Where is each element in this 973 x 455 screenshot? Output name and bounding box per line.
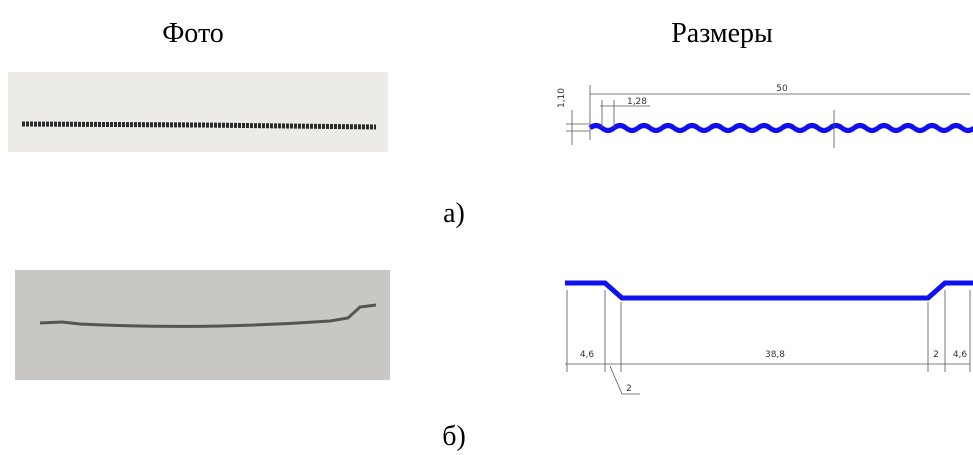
photo-a [8,72,388,152]
dimension: 4,6 [953,350,968,360]
panel-label: б) [442,421,466,452]
fiber-photo-b [39,303,377,328]
panel-label: а) [443,198,465,229]
dimension: 4,6 [580,350,595,360]
fiber-photo-a [21,121,377,130]
dimension: 50 [776,84,788,94]
header-photo: Фото [162,18,224,49]
dimension: 1,10 [557,88,567,108]
header-dimensions: Размеры [671,18,773,49]
dimension: 2 [933,350,939,360]
dimension: 38,8 [765,350,785,360]
drawing-a [566,85,973,148]
dimension: 2 [626,384,632,394]
drawing-b [565,280,973,395]
dimension: 1,28 [627,97,647,107]
